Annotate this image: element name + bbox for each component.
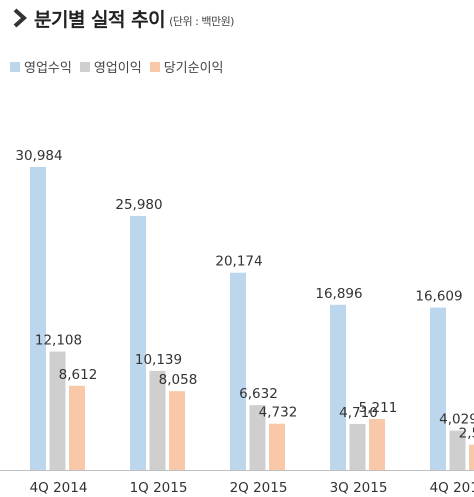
data-label-1-3: 20,174 xyxy=(215,254,262,270)
bar-3-1 xyxy=(69,385,85,470)
bar-2-3 xyxy=(249,405,266,470)
bar-1-2 xyxy=(130,215,146,470)
bar-2-1 xyxy=(49,351,66,470)
data-label-2-2: 10,139 xyxy=(135,352,182,368)
data-label-3-5: 2,596 xyxy=(459,426,474,442)
data-label-2-4: 4,710 xyxy=(339,405,378,421)
unit-label: (단위 : 백만원) xyxy=(169,14,234,28)
bar-1-5 xyxy=(430,307,446,470)
data-label-1-1: 30,984 xyxy=(15,148,62,164)
data-label-2-5: 4,029 xyxy=(439,412,474,428)
legend-label-series2: 영업이익 xyxy=(93,61,142,76)
data-label-1-5: 16,609 xyxy=(415,289,462,305)
bar-3-5 xyxy=(469,444,474,470)
legend-item-series3: 당기순이익 xyxy=(149,57,224,76)
legend-label-series1: 영업수익 xyxy=(24,61,72,76)
data-label-1-4: 16,896 xyxy=(315,286,362,302)
data-label-3-3: 4,732 xyxy=(259,405,298,421)
chart-title-text: 분기별 실적 추이 xyxy=(34,8,166,31)
bar-2-4 xyxy=(349,423,366,470)
bar-1-3 xyxy=(230,272,246,470)
legend-item-series2: 영업이익 xyxy=(79,57,142,76)
legend: 영업수익 영업이익 당기순이익 xyxy=(10,57,232,76)
data-label-3-2: 8,058 xyxy=(159,372,198,388)
legend-swatch-series3 xyxy=(149,61,160,72)
data-label-2-1: 12,108 xyxy=(35,333,82,349)
legend-swatch-series2 xyxy=(79,61,90,72)
x-tick-label-3: 2Q 2015 xyxy=(230,480,288,496)
x-tick-label-4: 3Q 2015 xyxy=(330,480,388,496)
chart-title: 분기별 실적 추이 (단위 : 백만원) xyxy=(10,4,234,32)
x-tick-label-5: 4Q 2015 xyxy=(430,480,474,496)
legend-item-series1: 영업수익 xyxy=(10,57,72,76)
data-label-2-3: 6,632 xyxy=(239,386,278,402)
bar-3-4 xyxy=(369,419,385,470)
data-label-1-2: 25,980 xyxy=(115,197,162,213)
bar-1-4 xyxy=(330,304,346,470)
bar-2-5 xyxy=(449,430,466,470)
bar-3-2 xyxy=(169,391,185,470)
bar-1-1 xyxy=(30,167,46,470)
legend-label-series3: 당기순이익 xyxy=(163,61,224,76)
legend-swatch-series1 xyxy=(10,61,20,72)
data-label-3-1: 8,612 xyxy=(59,367,98,383)
x-tick-label-2: 1Q 2015 xyxy=(130,480,188,496)
bar-2-2 xyxy=(149,370,166,470)
chevron-right-icon xyxy=(13,8,28,28)
bar-3-3 xyxy=(269,423,285,470)
x-tick-label-1: 4Q 2014 xyxy=(30,480,88,496)
data-label-3-4: 5,211 xyxy=(359,400,398,416)
